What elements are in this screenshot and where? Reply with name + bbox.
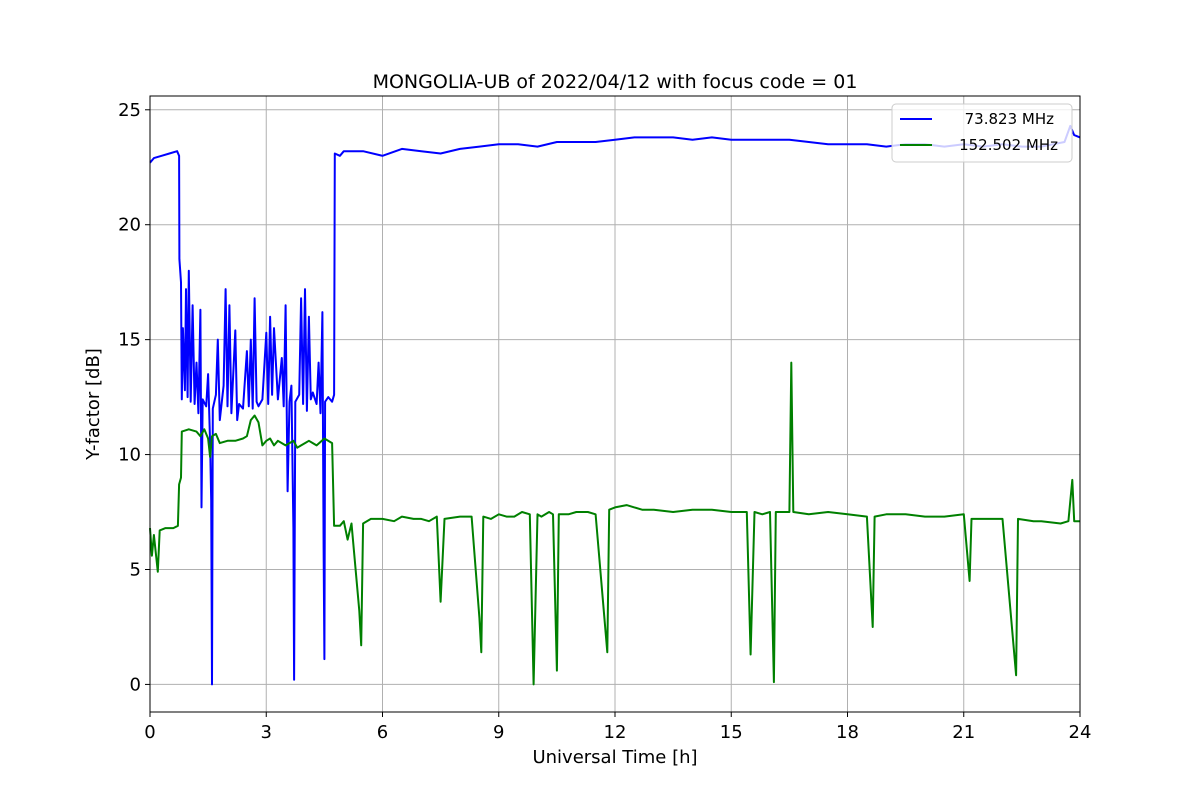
series-line-0	[149, 124, 1081, 686]
legend-box	[891, 103, 1073, 163]
axes: 0 3 6 9 12 15 18 21 24 0 5 10 15 20 25	[118, 100, 1091, 743]
series-layer	[149, 124, 1081, 686]
legend-label-73mhz: 73.823 MHz	[965, 110, 1054, 128]
legend: 73.823 MHz 152.502 MHz	[891, 103, 1073, 163]
y-tick-label: 0	[130, 674, 141, 695]
x-tick-label: 0	[144, 722, 155, 743]
series-line-1	[149, 361, 1080, 686]
x-axis-label: Universal Time [h]	[532, 747, 697, 768]
y-tick-label: 10	[118, 445, 141, 466]
y-tick-label: 20	[118, 215, 141, 236]
x-tick-label: 24	[1069, 722, 1092, 743]
chart-title: MONGOLIA-UB of 2022/04/12 with focus cod…	[373, 71, 858, 93]
x-tick-label: 18	[836, 722, 859, 743]
y-axis-label: Y-factor [dB]	[83, 348, 104, 461]
x-tick-label: 21	[952, 722, 975, 743]
y-tick-label: 25	[118, 100, 141, 121]
x-tick-label: 3	[261, 722, 272, 743]
x-tick-label: 6	[377, 722, 388, 743]
y-tick-label: 5	[130, 559, 141, 580]
x-tick-label: 12	[604, 722, 627, 743]
legend-label-152mhz: 152.502 MHz	[959, 136, 1058, 154]
x-tick-label: 9	[493, 722, 504, 743]
x-tick-label: 15	[720, 722, 743, 743]
y-tick-label: 15	[118, 330, 141, 351]
